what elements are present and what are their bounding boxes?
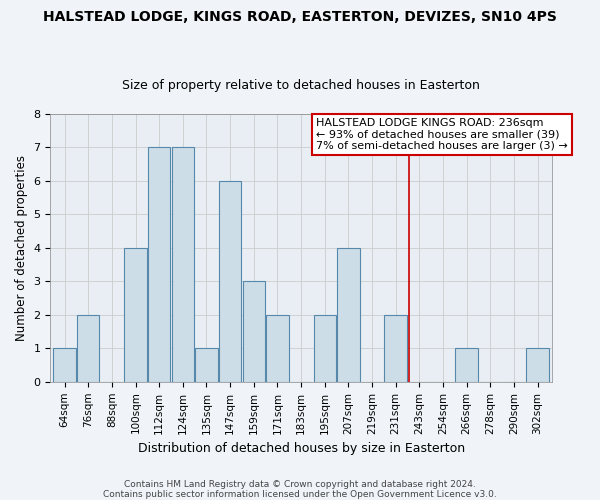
Bar <box>266 315 289 382</box>
Bar <box>385 315 407 382</box>
Bar <box>77 315 100 382</box>
Text: HALSTEAD LODGE KINGS ROAD: 236sqm
← 93% of detached houses are smaller (39)
7% o: HALSTEAD LODGE KINGS ROAD: 236sqm ← 93% … <box>316 118 568 151</box>
Y-axis label: Number of detached properties: Number of detached properties <box>15 155 28 341</box>
Bar <box>148 148 170 382</box>
Text: Contains HM Land Registry data © Crown copyright and database right 2024.
Contai: Contains HM Land Registry data © Crown c… <box>103 480 497 499</box>
Bar <box>219 181 241 382</box>
Bar <box>242 282 265 382</box>
Bar <box>455 348 478 382</box>
X-axis label: Distribution of detached houses by size in Easterton: Distribution of detached houses by size … <box>137 442 464 455</box>
Bar <box>337 248 359 382</box>
Bar <box>124 248 147 382</box>
Bar <box>314 315 336 382</box>
Bar <box>53 348 76 382</box>
Bar <box>526 348 549 382</box>
Title: Size of property relative to detached houses in Easterton: Size of property relative to detached ho… <box>122 79 480 92</box>
Bar <box>172 148 194 382</box>
Bar <box>195 348 218 382</box>
Text: HALSTEAD LODGE, KINGS ROAD, EASTERTON, DEVIZES, SN10 4PS: HALSTEAD LODGE, KINGS ROAD, EASTERTON, D… <box>43 10 557 24</box>
